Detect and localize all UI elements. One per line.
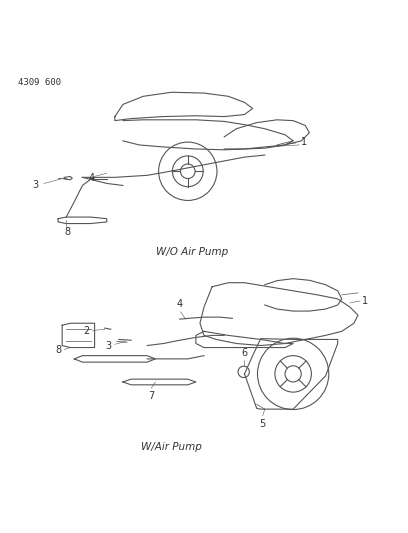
Text: 1: 1 [288, 137, 307, 147]
Text: 2: 2 [84, 326, 90, 336]
Text: 4: 4 [88, 173, 94, 183]
Text: 6: 6 [242, 348, 248, 358]
Text: 8: 8 [64, 227, 70, 237]
Text: 8: 8 [55, 345, 61, 356]
Text: W/Air Pump: W/Air Pump [141, 442, 202, 452]
Text: 3: 3 [33, 181, 39, 190]
Text: 1: 1 [362, 295, 368, 305]
Text: 3: 3 [106, 341, 112, 351]
Text: 4: 4 [177, 299, 183, 309]
Text: 5: 5 [259, 419, 266, 429]
Text: W/O Air Pump: W/O Air Pump [156, 247, 228, 257]
Text: 4309 600: 4309 600 [18, 78, 61, 87]
Text: 7: 7 [148, 391, 155, 401]
